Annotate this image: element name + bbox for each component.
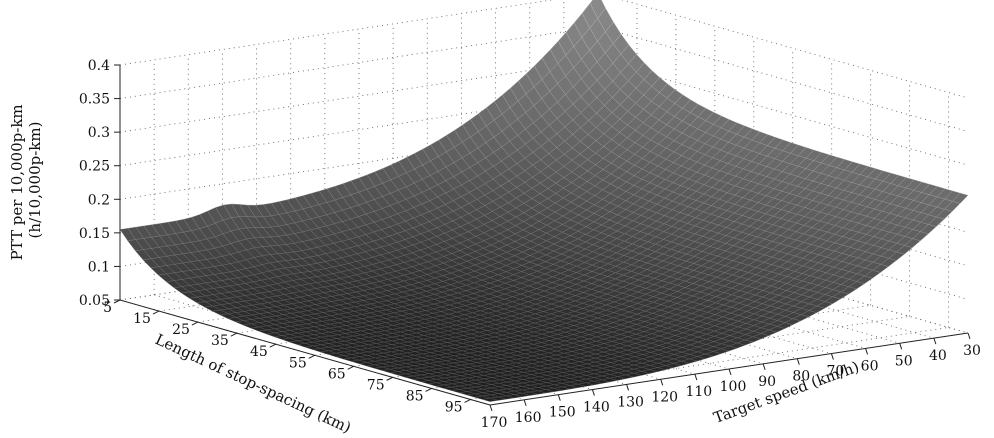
z-tick-label: 0.25 bbox=[79, 159, 110, 175]
x-tick-mark bbox=[694, 373, 698, 381]
y-tick-label: 35 bbox=[211, 333, 229, 349]
grid-line bbox=[563, 232, 934, 339]
y-tick-mark bbox=[386, 376, 393, 381]
x-tick-mark bbox=[626, 384, 630, 391]
x-tick-label: 30 bbox=[963, 343, 981, 359]
x-tick-mark bbox=[523, 399, 527, 407]
x-tick-label: 70 bbox=[827, 364, 845, 380]
x-tick-mark bbox=[660, 379, 664, 386]
surface-mesh bbox=[119, 0, 969, 402]
x-tick-label: 110 bbox=[685, 384, 712, 400]
grid-line bbox=[621, 0, 969, 99]
grid-line bbox=[119, 59, 599, 133]
z-axis-label: PTT per 10,000p-km (h/10,000p-km) bbox=[8, 100, 44, 261]
y-tick-mark bbox=[230, 332, 238, 337]
grid-line bbox=[119, 93, 599, 167]
z-tick-label: 0.05 bbox=[79, 293, 110, 309]
z-axis-label-line1: PTT per 10,000p-km bbox=[8, 104, 26, 260]
y-tick-label: 95 bbox=[445, 399, 463, 415]
y-tick-mark bbox=[347, 365, 354, 370]
x-tick-label: 140 bbox=[583, 400, 610, 416]
z-tick-labels: 0.05 0.1 0.15 0.2 0.25 0.3 0.35 0.4 bbox=[79, 58, 120, 309]
grid-line bbox=[461, 248, 832, 355]
x-tick-mark bbox=[796, 358, 800, 365]
y-tick-mark bbox=[152, 310, 160, 315]
x-tick-label: 130 bbox=[617, 394, 644, 410]
x-tick-mark bbox=[933, 337, 937, 345]
y-axis-line bbox=[119, 299, 491, 406]
x-tick-label: 40 bbox=[929, 348, 947, 364]
x-tick-label: 170 bbox=[481, 415, 508, 431]
x-tick-label: 80 bbox=[792, 369, 810, 385]
x-tick-mark bbox=[591, 389, 595, 396]
grid-line bbox=[597, 193, 969, 300]
y-tick-mark bbox=[113, 299, 121, 304]
z-axis-label-line2: (h/10,000p-km) bbox=[26, 122, 44, 239]
surface-cell bbox=[482, 398, 499, 402]
z-tick-label: 0.35 bbox=[79, 92, 110, 108]
y-tick-label: 75 bbox=[367, 377, 385, 393]
x-tick-mark bbox=[489, 404, 493, 412]
grid-line bbox=[529, 237, 900, 344]
y-tick-mark bbox=[464, 399, 471, 403]
x-tick-label: 60 bbox=[861, 358, 879, 374]
x-tick-label: 120 bbox=[651, 389, 678, 405]
x-tick-mark bbox=[728, 368, 732, 376]
y-tick-label: 65 bbox=[328, 366, 346, 382]
grid-line bbox=[597, 227, 969, 334]
grid-line bbox=[597, 59, 969, 166]
grid-line bbox=[119, 0, 555, 66]
x-tick-mark bbox=[762, 363, 766, 371]
x-tick-label: 100 bbox=[720, 379, 747, 395]
x-tick-mark bbox=[557, 394, 561, 401]
x-tick-label: 150 bbox=[549, 405, 576, 421]
x-tick-mark bbox=[967, 332, 971, 340]
z-tick-label: 0.2 bbox=[88, 192, 110, 208]
z-tick-label: 0.4 bbox=[88, 58, 110, 74]
grid-line bbox=[597, 26, 969, 133]
y-tick-label: 55 bbox=[289, 355, 307, 371]
y-tick-mark bbox=[308, 354, 315, 359]
y-tick-label: 85 bbox=[406, 388, 424, 404]
z-tick-label: 0.1 bbox=[88, 259, 110, 275]
y-tick-label: 45 bbox=[250, 344, 268, 360]
grid-line bbox=[119, 26, 599, 100]
y-tick-mark bbox=[269, 343, 277, 348]
y-tick-label: 15 bbox=[133, 311, 151, 327]
z-tick-label: 0.3 bbox=[88, 125, 110, 141]
x-tick-mark bbox=[899, 343, 903, 350]
grid-line bbox=[495, 242, 866, 349]
y-tick-label: 25 bbox=[172, 322, 190, 338]
y-tick-mark bbox=[191, 321, 199, 326]
grid-line bbox=[119, 126, 599, 200]
x-tick-label: 160 bbox=[515, 410, 542, 426]
y-tick-labels: 5 15 25 35 45 55 65 75 85 95 bbox=[103, 299, 471, 415]
x-tick-labels: 170 160 150 140 130 120 110 100 90 80 70 60 50 40 30 bbox=[481, 332, 981, 431]
x-tick-label: 90 bbox=[758, 374, 776, 390]
y-tick-mark bbox=[425, 387, 432, 392]
x-tick-mark bbox=[830, 353, 834, 360]
z-tick-label: 0.15 bbox=[79, 226, 110, 242]
x-tick-mark bbox=[865, 348, 869, 355]
y-tick-label: 5 bbox=[103, 300, 112, 316]
x-tick-label: 50 bbox=[895, 353, 913, 369]
